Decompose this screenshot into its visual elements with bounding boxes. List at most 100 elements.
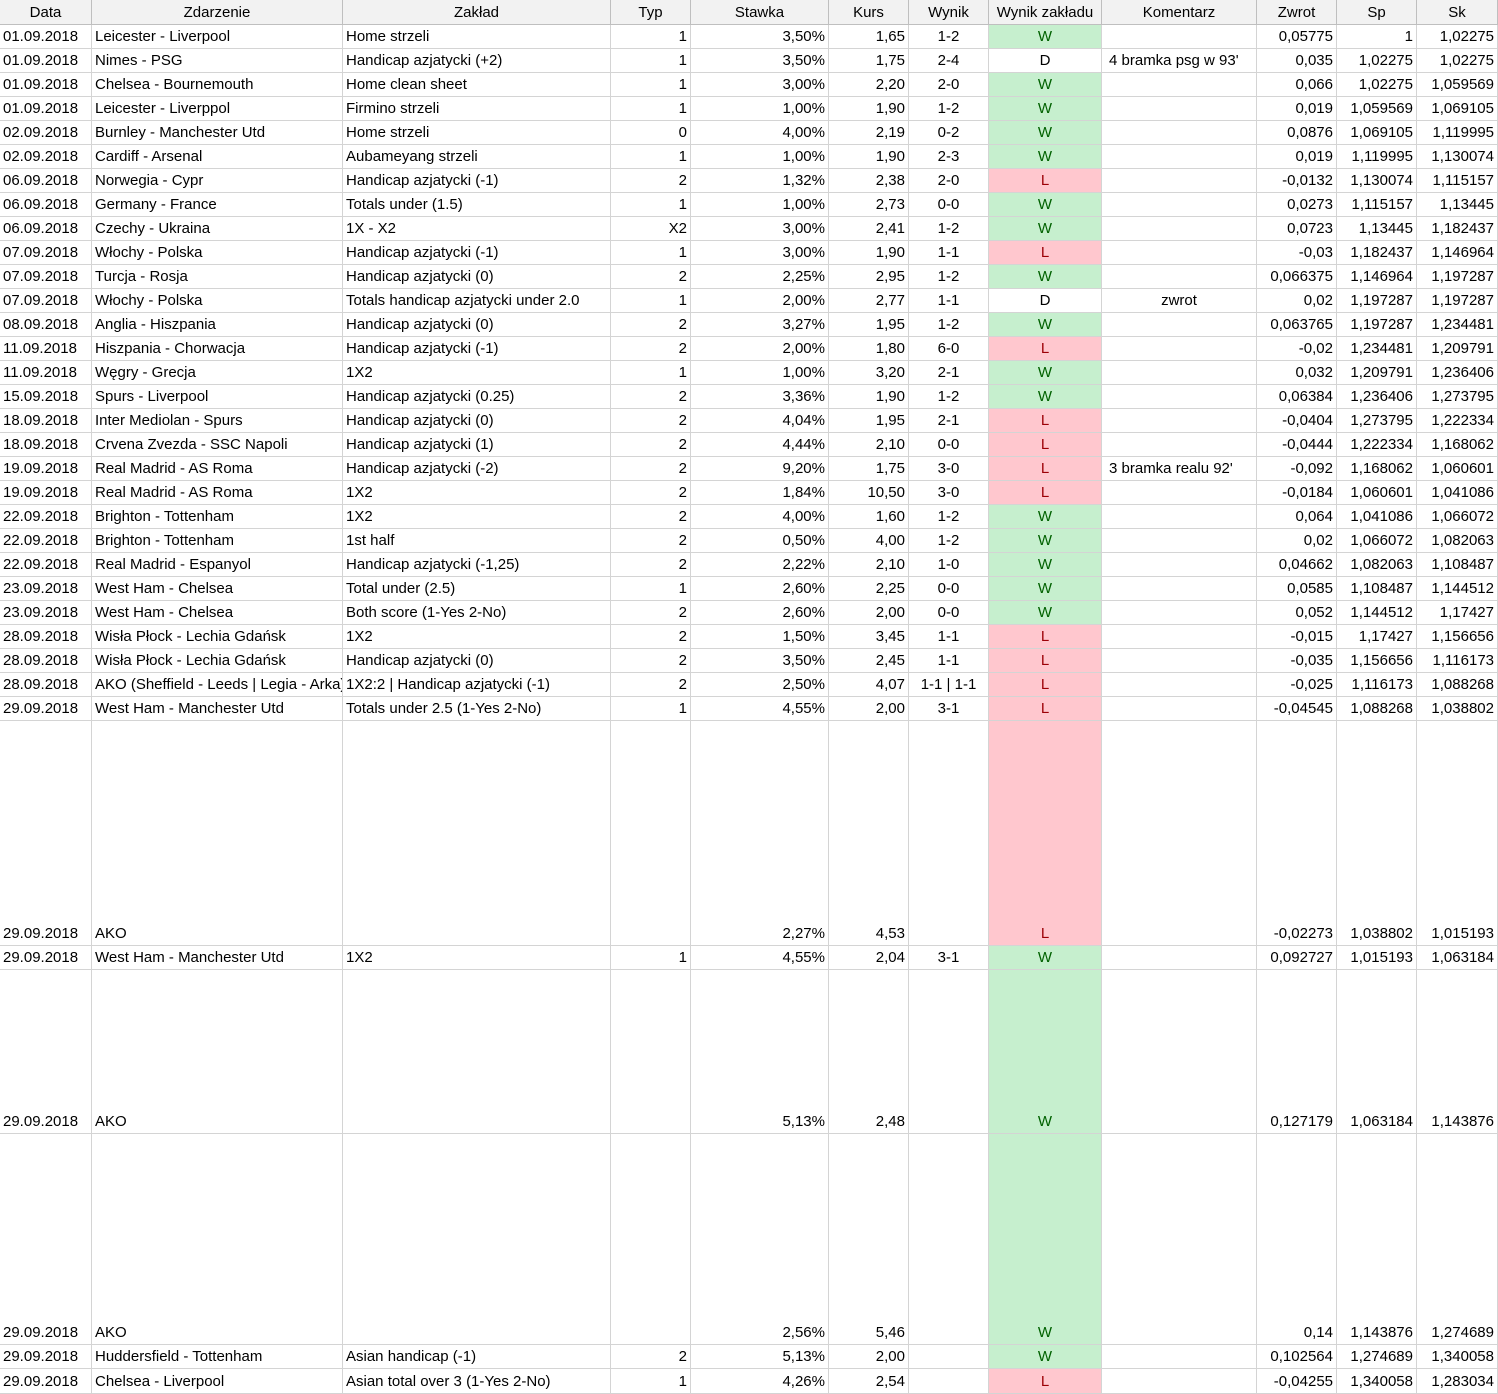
- cell-bet[interactable]: 1st half: [343, 529, 611, 553]
- cell-sp[interactable]: 1,060601: [1337, 481, 1417, 505]
- cell-bet[interactable]: Home strzeli: [343, 121, 611, 145]
- cell-type[interactable]: 2: [611, 601, 691, 625]
- cell-comment[interactable]: [1102, 697, 1257, 721]
- cell-result[interactable]: L: [989, 697, 1102, 721]
- cell-type[interactable]: [611, 721, 691, 946]
- cell-return[interactable]: -0,0132: [1257, 169, 1337, 193]
- cell-type[interactable]: 2: [611, 385, 691, 409]
- cell-return[interactable]: 0,14: [1257, 1134, 1337, 1345]
- cell-comment[interactable]: [1102, 553, 1257, 577]
- cell-type[interactable]: 2: [611, 169, 691, 193]
- cell-comment[interactable]: zwrot: [1102, 289, 1257, 313]
- cell-odds[interactable]: 2,25: [829, 577, 909, 601]
- cell-bet[interactable]: Handicap azjatycki (0): [343, 313, 611, 337]
- cell-odds[interactable]: 1,75: [829, 457, 909, 481]
- cell-comment[interactable]: [1102, 1369, 1257, 1394]
- cell-return[interactable]: -0,02: [1257, 337, 1337, 361]
- cell-result[interactable]: L: [989, 241, 1102, 265]
- cell-date[interactable]: 29.09.2018: [0, 697, 92, 721]
- cell-score[interactable]: 3-1: [909, 946, 989, 970]
- cell-result[interactable]: W: [989, 25, 1102, 49]
- cell-date[interactable]: 23.09.2018: [0, 577, 92, 601]
- cell-score[interactable]: 1-1: [909, 625, 989, 649]
- cell-type[interactable]: 2: [611, 313, 691, 337]
- cell-date[interactable]: 29.09.2018: [0, 1134, 92, 1345]
- cell-return[interactable]: 0,0723: [1257, 217, 1337, 241]
- cell-sp[interactable]: 1,115157: [1337, 193, 1417, 217]
- cell-result[interactable]: W: [989, 217, 1102, 241]
- cell-sp[interactable]: 1,146964: [1337, 265, 1417, 289]
- cell-odds[interactable]: 2,20: [829, 73, 909, 97]
- cell-bet[interactable]: Totals under (1.5): [343, 193, 611, 217]
- col-header-wynik-zakladu[interactable]: Wynik zakładu: [989, 0, 1102, 25]
- cell-result[interactable]: W: [989, 505, 1102, 529]
- cell-comment[interactable]: [1102, 625, 1257, 649]
- cell-return[interactable]: -0,035: [1257, 649, 1337, 673]
- cell-bet[interactable]: 1X2:2 | Handicap azjatycki (-1): [343, 673, 611, 697]
- cell-odds[interactable]: 1,95: [829, 313, 909, 337]
- cell-type[interactable]: 2: [611, 457, 691, 481]
- cell-comment[interactable]: [1102, 433, 1257, 457]
- cell-odds[interactable]: 1,90: [829, 97, 909, 121]
- cell-event[interactable]: Real Madrid - Espanyol: [92, 553, 343, 577]
- cell-odds[interactable]: 2,19: [829, 121, 909, 145]
- cell-type[interactable]: [611, 1134, 691, 1345]
- col-header-zaklad[interactable]: Zakład: [343, 0, 611, 25]
- cell-comment[interactable]: [1102, 970, 1257, 1134]
- cell-comment[interactable]: [1102, 265, 1257, 289]
- cell-bet[interactable]: Home clean sheet: [343, 73, 611, 97]
- cell-type[interactable]: 2: [611, 409, 691, 433]
- cell-type[interactable]: 1: [611, 697, 691, 721]
- cell-stake[interactable]: 3,00%: [691, 241, 829, 265]
- cell-stake[interactable]: 5,13%: [691, 1345, 829, 1369]
- cell-sk[interactable]: 1,236406: [1417, 361, 1498, 385]
- cell-return[interactable]: -0,04255: [1257, 1369, 1337, 1394]
- cell-return[interactable]: 0,06384: [1257, 385, 1337, 409]
- cell-sk[interactable]: 1,108487: [1417, 553, 1498, 577]
- cell-stake[interactable]: 1,32%: [691, 169, 829, 193]
- cell-sp[interactable]: 1,182437: [1337, 241, 1417, 265]
- cell-sp[interactable]: 1,17427: [1337, 625, 1417, 649]
- cell-score[interactable]: 2-3: [909, 145, 989, 169]
- cell-sk[interactable]: 1,059569: [1417, 73, 1498, 97]
- cell-score[interactable]: 1-1 | 1-1: [909, 673, 989, 697]
- col-header-zwrot[interactable]: Zwrot: [1257, 0, 1337, 25]
- cell-type[interactable]: 1: [611, 49, 691, 73]
- cell-stake[interactable]: 2,00%: [691, 289, 829, 313]
- cell-result[interactable]: L: [989, 337, 1102, 361]
- cell-sk[interactable]: 1,17427: [1417, 601, 1498, 625]
- cell-event[interactable]: Leicester - Liverpool: [92, 25, 343, 49]
- cell-date[interactable]: 07.09.2018: [0, 289, 92, 313]
- col-header-zdarzenie[interactable]: Zdarzenie: [92, 0, 343, 25]
- cell-result[interactable]: L: [989, 409, 1102, 433]
- cell-result[interactable]: L: [989, 481, 1102, 505]
- cell-odds[interactable]: 1,60: [829, 505, 909, 529]
- cell-event[interactable]: West Ham - Manchester Utd: [92, 697, 343, 721]
- cell-sk[interactable]: 1,168062: [1417, 433, 1498, 457]
- cell-result[interactable]: W: [989, 145, 1102, 169]
- cell-stake[interactable]: 1,50%: [691, 625, 829, 649]
- cell-return[interactable]: 0,032: [1257, 361, 1337, 385]
- cell-sk[interactable]: 1,02275: [1417, 49, 1498, 73]
- cell-event[interactable]: West Ham - Manchester Utd: [92, 946, 343, 970]
- cell-type[interactable]: 1: [611, 145, 691, 169]
- cell-return[interactable]: -0,03: [1257, 241, 1337, 265]
- cell-type[interactable]: 2: [611, 433, 691, 457]
- cell-bet[interactable]: Totals under 2.5 (1-Yes 2-No): [343, 697, 611, 721]
- cell-date[interactable]: 02.09.2018: [0, 145, 92, 169]
- cell-result[interactable]: W: [989, 553, 1102, 577]
- cell-return[interactable]: 0,102564: [1257, 1345, 1337, 1369]
- cell-date[interactable]: 08.09.2018: [0, 313, 92, 337]
- cell-event[interactable]: AKO: [92, 970, 343, 1134]
- cell-sp[interactable]: 1,069105: [1337, 121, 1417, 145]
- cell-score[interactable]: 1-1: [909, 241, 989, 265]
- cell-odds[interactable]: 3,20: [829, 361, 909, 385]
- cell-bet[interactable]: Total under (2.5): [343, 577, 611, 601]
- cell-return[interactable]: 0,0585: [1257, 577, 1337, 601]
- cell-sk[interactable]: 1,02275: [1417, 25, 1498, 49]
- cell-date[interactable]: 11.09.2018: [0, 361, 92, 385]
- cell-event[interactable]: Hiszpania - Chorwacja: [92, 337, 343, 361]
- cell-return[interactable]: -0,0184: [1257, 481, 1337, 505]
- cell-sk[interactable]: 1,283034: [1417, 1369, 1498, 1394]
- cell-score[interactable]: 1-2: [909, 217, 989, 241]
